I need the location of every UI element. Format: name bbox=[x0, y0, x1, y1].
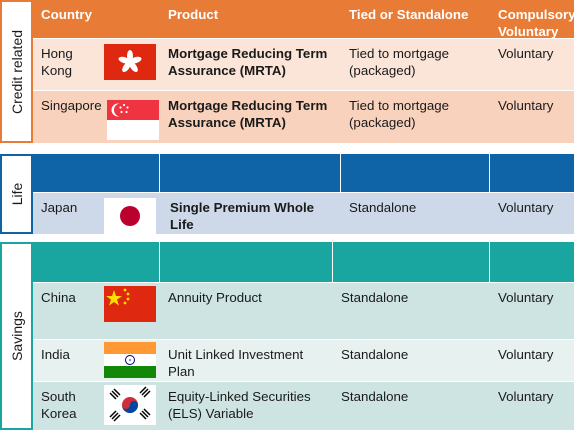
compulsory-cell: Voluntary bbox=[498, 347, 554, 362]
singapore-flag-icon bbox=[107, 100, 159, 140]
life-header-row bbox=[33, 154, 574, 192]
header-tied: Tied or Standalone bbox=[349, 7, 469, 22]
country-cell: Singapore bbox=[41, 98, 102, 113]
china-flag-icon bbox=[104, 286, 156, 322]
header-compulsory-line1: Compulsory bbox=[498, 7, 574, 22]
credit-header-row bbox=[33, 0, 574, 38]
product-cell: Unit Linked Investment Plan bbox=[168, 347, 304, 379]
header-product: Product bbox=[168, 7, 219, 22]
japan-flag-icon bbox=[104, 198, 156, 234]
life-header-divider bbox=[159, 154, 160, 192]
tied-cell: Tied to mortgage (packaged) bbox=[349, 98, 450, 130]
country-cell: India bbox=[41, 347, 70, 362]
compulsory-cell: Voluntary bbox=[498, 290, 554, 305]
product-cell: Annuity Product bbox=[168, 290, 262, 305]
header-compulsory: Compulsory Voluntary bbox=[490, 0, 574, 38]
product-cell: Equity-Linked Securities (ELS) Variable bbox=[168, 389, 311, 421]
tied-cell: Tied to mortgage (packaged) bbox=[349, 46, 450, 78]
section-label-savings: Savings bbox=[0, 242, 33, 430]
country-cell: South Korea bbox=[41, 389, 77, 421]
compulsory-cell: Voluntary bbox=[498, 200, 554, 215]
country-cell: Hong Kong bbox=[41, 46, 73, 78]
south-korea-flag-icon bbox=[104, 385, 156, 425]
country-cell: China bbox=[41, 290, 76, 305]
header-country: Country bbox=[41, 7, 92, 22]
header-compulsory-line2: Voluntary bbox=[498, 24, 559, 38]
product-cell: Mortgage Reducing Term Assurance (MRTA) bbox=[168, 46, 328, 78]
savings-header-row bbox=[33, 242, 574, 282]
life-header-divider bbox=[340, 154, 341, 192]
section-label-credit: Credit related bbox=[0, 0, 33, 143]
tied-cell: Standalone bbox=[349, 200, 417, 215]
tied-cell: Standalone bbox=[341, 290, 409, 305]
tied-cell: Standalone bbox=[341, 389, 409, 404]
compulsory-cell: Voluntary bbox=[498, 98, 554, 113]
india-flag-icon bbox=[104, 342, 156, 378]
hong-kong-flag-icon bbox=[104, 44, 156, 80]
compulsory-cell: Voluntary bbox=[498, 389, 554, 404]
section-label-savings-text: Savings bbox=[8, 311, 25, 361]
section-label-credit-text: Credit related bbox=[8, 29, 25, 114]
product-cell: Mortgage Reducing Term Assurance (MRTA) bbox=[168, 98, 328, 130]
section-label-life: Life bbox=[0, 154, 33, 234]
compulsory-cell: Voluntary bbox=[498, 46, 554, 61]
savings-header-divider bbox=[159, 242, 160, 282]
savings-header-divider bbox=[332, 242, 333, 282]
section-label-life-text: Life bbox=[8, 182, 25, 206]
tied-cell: Standalone bbox=[341, 347, 409, 362]
product-cell: Single Premium Whole Life bbox=[170, 200, 315, 232]
savings-header-divider bbox=[489, 242, 490, 282]
life-header-divider bbox=[489, 154, 490, 192]
country-cell: Japan bbox=[41, 200, 78, 215]
